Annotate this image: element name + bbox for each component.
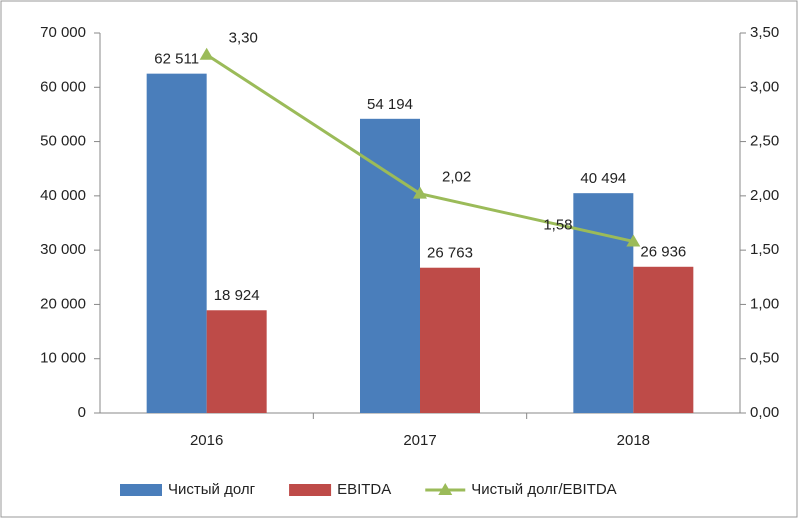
bar-label: 18 924 <box>214 287 260 304</box>
y-tick-label: 20 000 <box>40 295 86 312</box>
y-tick-label: 40 000 <box>40 187 86 204</box>
bar <box>146 73 207 413</box>
bar <box>633 266 694 413</box>
legend-swatch <box>120 484 162 496</box>
ratio-label: 3,30 <box>229 30 258 47</box>
ratio-label: 1,58 <box>543 216 572 233</box>
x-tick-label: 2016 <box>190 432 223 449</box>
bar-label: 62 511 <box>154 51 199 68</box>
legend-label: Чистый долг <box>168 481 256 498</box>
bar-label: 26 936 <box>640 244 686 261</box>
bar-label: 40 494 <box>580 170 626 187</box>
bar <box>360 118 420 413</box>
ratio-label: 2,02 <box>442 169 471 186</box>
ratio-marker <box>199 47 214 60</box>
y-tick-label: 0 <box>78 404 86 421</box>
legend-swatch <box>289 484 332 496</box>
y2-tick-label: 1,50 <box>750 241 779 258</box>
bar <box>573 193 634 413</box>
legend-label: EBITDA <box>337 481 391 498</box>
y-tick-label: 10 000 <box>40 350 86 367</box>
ratio-marker <box>626 234 641 247</box>
y2-tick-label: 3,00 <box>750 78 779 95</box>
y2-tick-label: 0,00 <box>750 404 779 421</box>
y-tick-label: 50 000 <box>40 133 86 150</box>
legend-label: Чистый долг/EBITDA <box>471 481 616 498</box>
bar <box>420 267 480 413</box>
ratio-marker <box>413 186 427 199</box>
y-tick-label: 70 000 <box>40 24 86 41</box>
y2-tick-label: 2,50 <box>750 133 779 150</box>
y2-tick-label: 2,00 <box>750 187 779 204</box>
y2-tick-label: 3,50 <box>750 24 779 41</box>
x-tick-label: 2018 <box>617 432 650 449</box>
legend-marker <box>438 483 453 495</box>
bar-label: 54 194 <box>367 96 413 113</box>
bar-label: 26 763 <box>427 245 473 262</box>
bar <box>206 310 267 413</box>
y2-tick-label: 1,00 <box>750 295 779 312</box>
y2-tick-label: 0,50 <box>750 350 779 367</box>
y-tick-label: 60 000 <box>40 78 86 95</box>
y-tick-label: 30 000 <box>40 241 86 258</box>
x-tick-label: 2017 <box>403 432 436 449</box>
